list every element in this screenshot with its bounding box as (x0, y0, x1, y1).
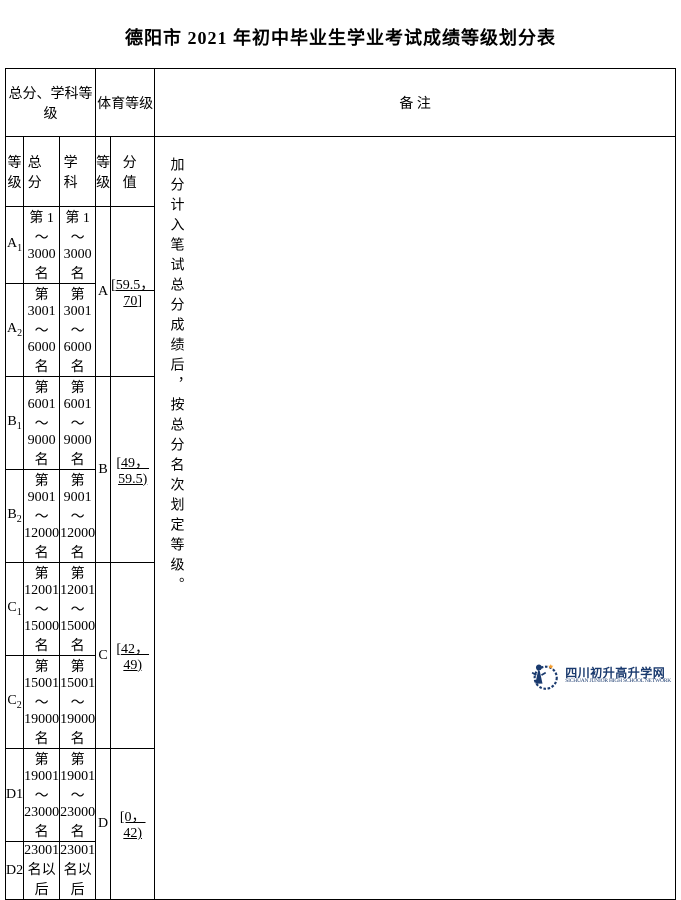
remark-text: 加分计入笔试总分成绩后，按总分名次划定等级。 (163, 147, 188, 889)
subject-cell: 第 15001～19000 名 (60, 656, 96, 749)
grade-cell: D2 (5, 842, 23, 900)
pe-grade-cell: D (96, 749, 111, 900)
total-cell: 第 19001～23000 名 (24, 749, 60, 842)
pe-grade-cell: B (96, 377, 111, 563)
grade-cell: B1 (5, 377, 23, 470)
subject-cell: 第 1～3000 名 (60, 207, 96, 284)
pe-score-cell: [59.5，70] (111, 207, 155, 377)
watermark: 四川初升高升学网 SICHUAN JUNIOR HIGH SCHOOL NETW… (527, 659, 671, 693)
header-row-2: 等级 总 分 学 科 等级 分 值 加分计入笔试总分成绩后，按总分名次划定等级。 (5, 137, 675, 207)
subject-cell: 第 19001～23000 名 (60, 749, 96, 842)
pe-score-cell: [49，59.5) (111, 377, 155, 563)
subheader-pe-grade: 等级 (96, 137, 111, 207)
pe-grade-cell: C (96, 563, 111, 749)
total-cell: 第 9001～12000 名 (24, 470, 60, 563)
subject-cell: 第 6001～9000 名 (60, 377, 96, 470)
grade-cell: A2 (5, 284, 23, 377)
grade-table: 总分、学科等级 体育等级 备 注 等级 总 分 学 科 等级 分 值 加分计入笔… (5, 68, 676, 900)
grade-cell: A1 (5, 207, 23, 284)
remark-cell: 加分计入笔试总分成绩后，按总分名次划定等级。 (155, 137, 676, 900)
subheader-total: 总 分 (24, 137, 60, 207)
subheader-grade: 等级 (5, 137, 23, 207)
grade-cell: C2 (5, 656, 23, 749)
pe-score-cell: [0，42) (111, 749, 155, 900)
header-pe: 体育等级 (96, 69, 155, 137)
total-cell: 第 1～3000 名 (24, 207, 60, 284)
subject-cell: 第 3001～6000 名 (60, 284, 96, 377)
header-row-1: 总分、学科等级 体育等级 备 注 (5, 69, 675, 137)
subheader-subject: 学 科 (60, 137, 96, 207)
total-cell: 第 6001～9000 名 (24, 377, 60, 470)
grade-cell: D1 (5, 749, 23, 842)
grade-cell: C1 (5, 563, 23, 656)
subject-cell: 第 9001～12000 名 (60, 470, 96, 563)
grade-cell: B2 (5, 470, 23, 563)
subheader-pe-score: 分 值 (111, 137, 155, 207)
page-title: 德阳市 2021 年初中毕业生学业考试成绩等级划分表 (0, 0, 681, 68)
header-remark: 备 注 (155, 69, 676, 137)
pe-score-cell: [42，49) (111, 563, 155, 749)
watermark-text: 四川初升高升学网 SICHUAN JUNIOR HIGH SCHOOL NETW… (565, 667, 671, 685)
total-cell: 第 3001～6000 名 (24, 284, 60, 377)
total-cell: 第 12001～15000 名 (24, 563, 60, 656)
pe-grade-cell: A (96, 207, 111, 377)
total-cell: 23001 名以后 (24, 842, 60, 900)
subject-cell: 第 12001～15000 名 (60, 563, 96, 656)
subject-cell: 23001 名以后 (60, 842, 96, 900)
header-total-subject: 总分、学科等级 (5, 69, 95, 137)
watermark-logo-icon (527, 659, 561, 693)
watermark-en: SICHUAN JUNIOR HIGH SCHOOL NETWORK (565, 679, 671, 685)
total-cell: 第 15001～19000 名 (24, 656, 60, 749)
